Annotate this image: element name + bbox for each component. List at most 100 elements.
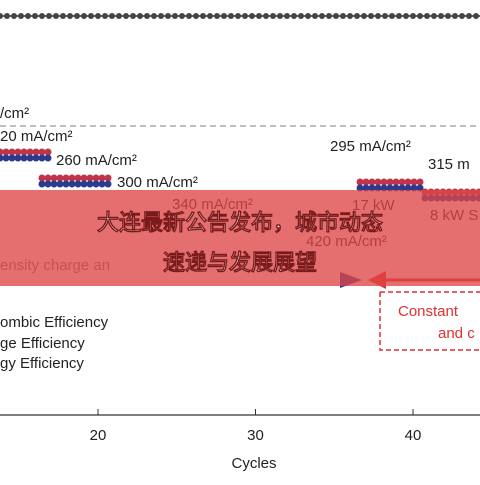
marker (291, 13, 297, 19)
marker (60, 13, 66, 19)
legend-entry: gy Efficiency (0, 355, 84, 372)
marker (81, 181, 88, 188)
marker (186, 13, 192, 19)
marker (99, 175, 106, 182)
banner-line: 大连最新公告发布，城市动态 (97, 210, 383, 235)
marker (18, 13, 24, 19)
marker (9, 149, 16, 156)
marker (32, 13, 38, 19)
marker (228, 13, 234, 19)
marker (399, 179, 406, 186)
annotation: 300 mA/cm² (117, 174, 198, 191)
marker (361, 13, 367, 19)
marker (326, 13, 332, 19)
marker (39, 175, 46, 182)
marker (9, 155, 16, 162)
marker (21, 149, 28, 156)
marker (466, 13, 472, 19)
marker (369, 179, 376, 186)
marker (389, 13, 395, 19)
marker (235, 13, 241, 19)
marker (340, 13, 346, 19)
marker (193, 13, 199, 19)
annotation: 20 mA/cm² (0, 128, 73, 145)
marker (51, 181, 58, 188)
legend-entry: ge Efficiency (0, 335, 85, 352)
marker (396, 13, 402, 19)
marker (363, 179, 370, 186)
marker (27, 155, 34, 162)
marker (81, 13, 87, 19)
marker (63, 181, 70, 188)
marker (39, 149, 46, 156)
marker (137, 13, 143, 19)
marker (93, 175, 100, 182)
annotation: /cm² (0, 105, 29, 122)
marker (214, 13, 220, 19)
legend-entry: ombic Efficiency (0, 314, 109, 331)
marker (368, 13, 374, 19)
annotation: 315 m (428, 156, 470, 173)
marker (45, 155, 52, 162)
marker (405, 179, 412, 186)
marker (4, 13, 10, 19)
marker (357, 179, 364, 186)
marker (256, 13, 262, 19)
marker (382, 13, 388, 19)
marker (105, 181, 112, 188)
marker (74, 13, 80, 19)
marker (45, 149, 52, 156)
marker (51, 175, 58, 182)
marker (33, 149, 40, 156)
marker (15, 155, 22, 162)
marker (347, 13, 353, 19)
marker (445, 13, 451, 19)
marker (158, 13, 164, 19)
marker (242, 13, 248, 19)
annotation: 295 mA/cm² (330, 138, 411, 155)
marker (87, 181, 94, 188)
marker (93, 181, 100, 188)
marker (200, 13, 206, 19)
marker (116, 13, 122, 19)
marker (305, 13, 311, 19)
marker (3, 149, 10, 156)
marker (105, 175, 112, 182)
marker (270, 13, 276, 19)
marker (46, 13, 52, 19)
marker (151, 13, 157, 19)
x-tick-label: 30 (247, 427, 264, 444)
marker (57, 175, 64, 182)
marker (431, 13, 437, 19)
marker (3, 155, 10, 162)
marker (403, 13, 409, 19)
marker (45, 181, 52, 188)
marker (298, 13, 304, 19)
marker (417, 179, 424, 186)
marker (27, 149, 34, 156)
marker (249, 13, 255, 19)
marker (333, 13, 339, 19)
banner-line: 速递与发展展望 (163, 250, 317, 275)
marker (57, 181, 64, 188)
x-tick-label: 40 (405, 427, 422, 444)
marker (207, 13, 213, 19)
marker (411, 179, 418, 186)
marker (424, 13, 430, 19)
marker (81, 175, 88, 182)
marker (381, 179, 388, 186)
marker (263, 13, 269, 19)
marker (88, 13, 94, 19)
marker (15, 149, 22, 156)
marker (387, 179, 394, 186)
marker (473, 13, 479, 19)
marker (99, 181, 106, 188)
marker (393, 179, 400, 186)
marker (109, 13, 115, 19)
marker (21, 155, 28, 162)
marker (410, 13, 416, 19)
marker (172, 13, 178, 19)
marker (179, 13, 185, 19)
marker (459, 13, 465, 19)
